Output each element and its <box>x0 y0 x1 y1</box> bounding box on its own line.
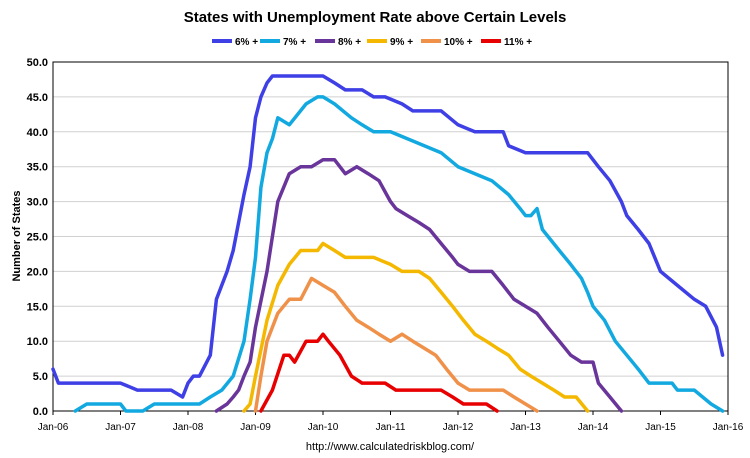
x-tick-label: Jan-07 <box>105 422 136 433</box>
y-tick-label: 50.0 <box>27 57 48 69</box>
series-lines <box>51 74 725 413</box>
y-tick-label: 45.0 <box>27 92 48 104</box>
y-tick-label: 0.0 <box>33 406 48 418</box>
source-url: http://www.calculatedriskblog.com/ <box>306 441 475 453</box>
x-tick-label: Jan-14 <box>578 422 609 433</box>
gridlines <box>53 61 728 412</box>
y-tick-label: 30.0 <box>27 197 48 209</box>
legend-label: 9% + <box>390 37 413 48</box>
legend-label: 7% + <box>283 37 306 48</box>
series-line-2 <box>73 95 725 413</box>
x-tick-label: Jan-11 <box>376 422 406 433</box>
x-tick-label: Jan-15 <box>645 422 676 433</box>
series-line-1 <box>51 74 725 399</box>
y-tick-label: 25.0 <box>27 232 48 244</box>
x-tick-label: Jan-12 <box>443 422 474 433</box>
series-line-5 <box>253 276 539 413</box>
y-axis: 0.0 5.0 10.0 15.0 20.0 25.0 30.0 35.0 40.0 45.0 50… <box>27 57 48 418</box>
x-tick-label: Jan-08 <box>173 422 204 433</box>
series-line-4 <box>242 241 590 413</box>
x-axis: Jan-06 Jan-07 Jan-08 Jan-09 Jan-10 Jan-11 Jan-… <box>38 411 744 433</box>
y-tick-label: 15.0 <box>27 301 48 313</box>
chart-title: States with Unemployment Rate above Cert… <box>184 9 567 26</box>
legend-label: 10% + <box>444 37 473 48</box>
legend-label: 8% + <box>338 37 361 48</box>
y-tick-label: 10.0 <box>27 336 48 348</box>
x-tick-label: Jan-06 <box>38 422 69 433</box>
x-tick-label: Jan-10 <box>308 422 339 433</box>
y-tick-label: 35.0 <box>27 162 48 174</box>
series-line-3 <box>214 157 624 413</box>
legend-label: 11% + <box>504 37 532 48</box>
x-tick-label: Jan-09 <box>240 422 271 433</box>
legend: 6% + 7% + 8% + 9% + 10% + 11% + <box>212 37 532 48</box>
y-axis-label: Number of States <box>11 190 23 281</box>
x-tick-label: Jan-16 <box>713 422 744 433</box>
y-tick-label: 20.0 <box>27 266 48 278</box>
y-tick-label: 40.0 <box>27 127 48 139</box>
legend-label: 6% + <box>235 37 258 48</box>
series-line-6 <box>259 332 499 413</box>
y-tick-label: 5.0 <box>33 371 48 383</box>
x-tick-label: Jan-13 <box>510 422 541 433</box>
